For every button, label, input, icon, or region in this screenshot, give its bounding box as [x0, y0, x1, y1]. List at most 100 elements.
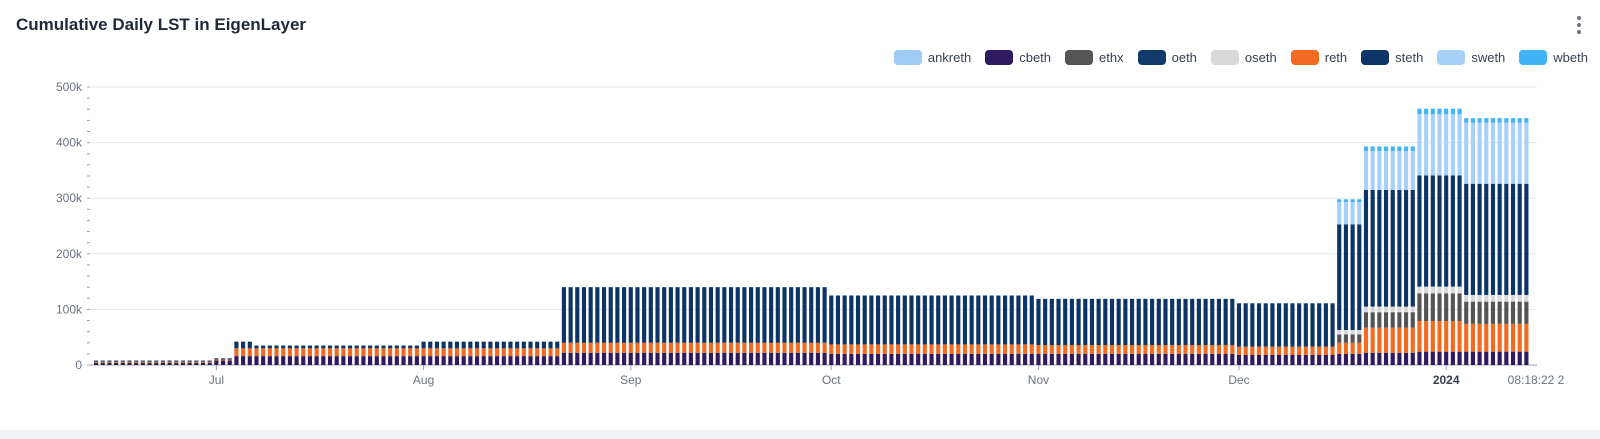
bar-segment-steth [962, 295, 968, 345]
bar-segment-sweth [1504, 122, 1509, 184]
bar-segment-steth [916, 295, 921, 345]
bar-segment-reth [428, 348, 433, 357]
bar-segment-reth [327, 348, 333, 357]
bar-segment-reth [1049, 344, 1054, 354]
bar-segment-steth [1163, 298, 1168, 345]
bar-segment-reth [361, 348, 366, 357]
bar-segment-reth [1023, 344, 1028, 354]
legend-label-sweth: sweth [1471, 50, 1506, 65]
legend-item-ankreth[interactable]: ankreth [893, 50, 971, 65]
bar-segment-cbeth [247, 356, 252, 365]
x-tick-label: Dec [1228, 373, 1249, 387]
bar-segment-cbeth [615, 352, 620, 365]
bar-segment-wbeth [1430, 108, 1435, 115]
bar-segment-ethx [1377, 312, 1382, 328]
bar-segment-reth [1350, 342, 1355, 354]
legend-item-reth[interactable]: reth [1290, 50, 1348, 65]
legend-swatch-cbeth [985, 50, 1014, 65]
bar-segment-cbeth [1317, 354, 1322, 365]
bar-segment-oseth [1417, 286, 1422, 294]
bar-segment-reth [835, 344, 841, 354]
bar-segment-cbeth [708, 352, 714, 365]
bar-segment-cbeth [1236, 354, 1242, 365]
bar-segment-reth [862, 344, 867, 354]
bar-segment-wbeth [1450, 108, 1455, 115]
bar-segment-cbeth [1444, 351, 1449, 365]
bar-segment-steth [1136, 298, 1141, 345]
bar-segment-ethx [1457, 293, 1462, 322]
legend-label-oseth: oseth [1244, 50, 1277, 65]
bar-segment-steth [1029, 295, 1034, 345]
legend-item-ethx[interactable]: ethx [1065, 50, 1124, 65]
legend-swatch-reth [1290, 50, 1319, 65]
bar-segment-reth [508, 348, 513, 357]
bar-segment-oseth [1430, 286, 1435, 294]
bar-segment-steth [1470, 183, 1475, 295]
bar-segment-cbeth [1190, 353, 1195, 365]
more-vertical-icon[interactable] [1576, 16, 1582, 34]
bar-segment-steth [775, 287, 780, 343]
bar-segment-steth [642, 287, 647, 343]
bar-segment-cbeth [1397, 352, 1402, 365]
bar-segment-reth [388, 348, 393, 357]
bar-segment-steth [1444, 175, 1449, 287]
bar-segment-reth [1517, 323, 1522, 352]
bar-segment-cbeth [515, 356, 520, 365]
bar-segment-steth [301, 345, 306, 349]
bar-segment-steth [194, 360, 199, 362]
bar-segment-reth [421, 348, 426, 357]
legend-label-reth: reth [1324, 50, 1348, 65]
bar-segment-ethx [1383, 312, 1389, 328]
bar-segment-reth [1089, 344, 1095, 354]
bar-segment-cbeth [982, 353, 988, 365]
bar-segment-oseth [1444, 286, 1449, 294]
bar-segment-wbeth [1504, 118, 1509, 123]
bar-segment-reth [1002, 344, 1008, 354]
legend-item-wbeth[interactable]: wbeth [1519, 50, 1588, 65]
bar-segment-sweth [1337, 202, 1342, 225]
bar-segment-reth [1036, 344, 1041, 354]
bar-segment-steth [1009, 295, 1014, 345]
bar-segment-sweth [1437, 114, 1442, 176]
bar-segment-cbeth [1290, 354, 1295, 365]
bar-segment-steth [428, 341, 433, 349]
bar-segment-cbeth [448, 356, 453, 365]
legend-item-oeth[interactable]: oeth [1137, 50, 1197, 65]
bar-segment-reth [454, 348, 460, 357]
bar-segment-steth [1002, 295, 1008, 345]
legend-item-oseth[interactable]: oseth [1210, 50, 1277, 65]
legend-swatch-sweth [1437, 50, 1466, 65]
bar-segment-steth [100, 360, 105, 362]
bar-segment-reth [207, 361, 212, 363]
bar-segment-reth [481, 348, 486, 357]
bar-segment-steth [374, 345, 379, 349]
bar-segment-cbeth [334, 356, 339, 365]
bar-segment-reth [1343, 342, 1348, 354]
bar-segment-ethx [1464, 301, 1469, 324]
bar-segment-reth [1163, 344, 1168, 354]
bar-segment-ethx [1510, 301, 1516, 324]
bar-segment-oseth [1470, 294, 1475, 302]
bar-segment-reth [1404, 327, 1409, 353]
bar-segment-steth [180, 360, 186, 362]
bar-segment-oseth [1497, 294, 1502, 302]
legend-swatch-oeth [1137, 50, 1166, 65]
bar-segment-wbeth [1484, 118, 1489, 123]
bar-segment-steth [942, 295, 947, 345]
bar-segment-sweth [1497, 122, 1502, 184]
bar-segment-cbeth [307, 356, 313, 365]
bar-segment-reth [1203, 344, 1208, 354]
bar-segment-steth [281, 345, 286, 349]
bar-segment-cbeth [1230, 353, 1235, 365]
bar-segment-reth [1490, 323, 1496, 352]
bar-segment-reth [1363, 327, 1369, 353]
bar-segment-reth [1136, 344, 1141, 354]
legend-item-cbeth[interactable]: cbeth [985, 50, 1051, 65]
bar-segment-ethx [1497, 301, 1502, 324]
bar-segment-reth [936, 344, 941, 354]
bar-segment-reth [414, 348, 419, 357]
legend-item-steth[interactable]: steth [1361, 50, 1423, 65]
legend-item-sweth[interactable]: sweth [1437, 50, 1505, 65]
bar-segment-cbeth [862, 353, 867, 365]
bar-segment-steth [1370, 189, 1375, 307]
